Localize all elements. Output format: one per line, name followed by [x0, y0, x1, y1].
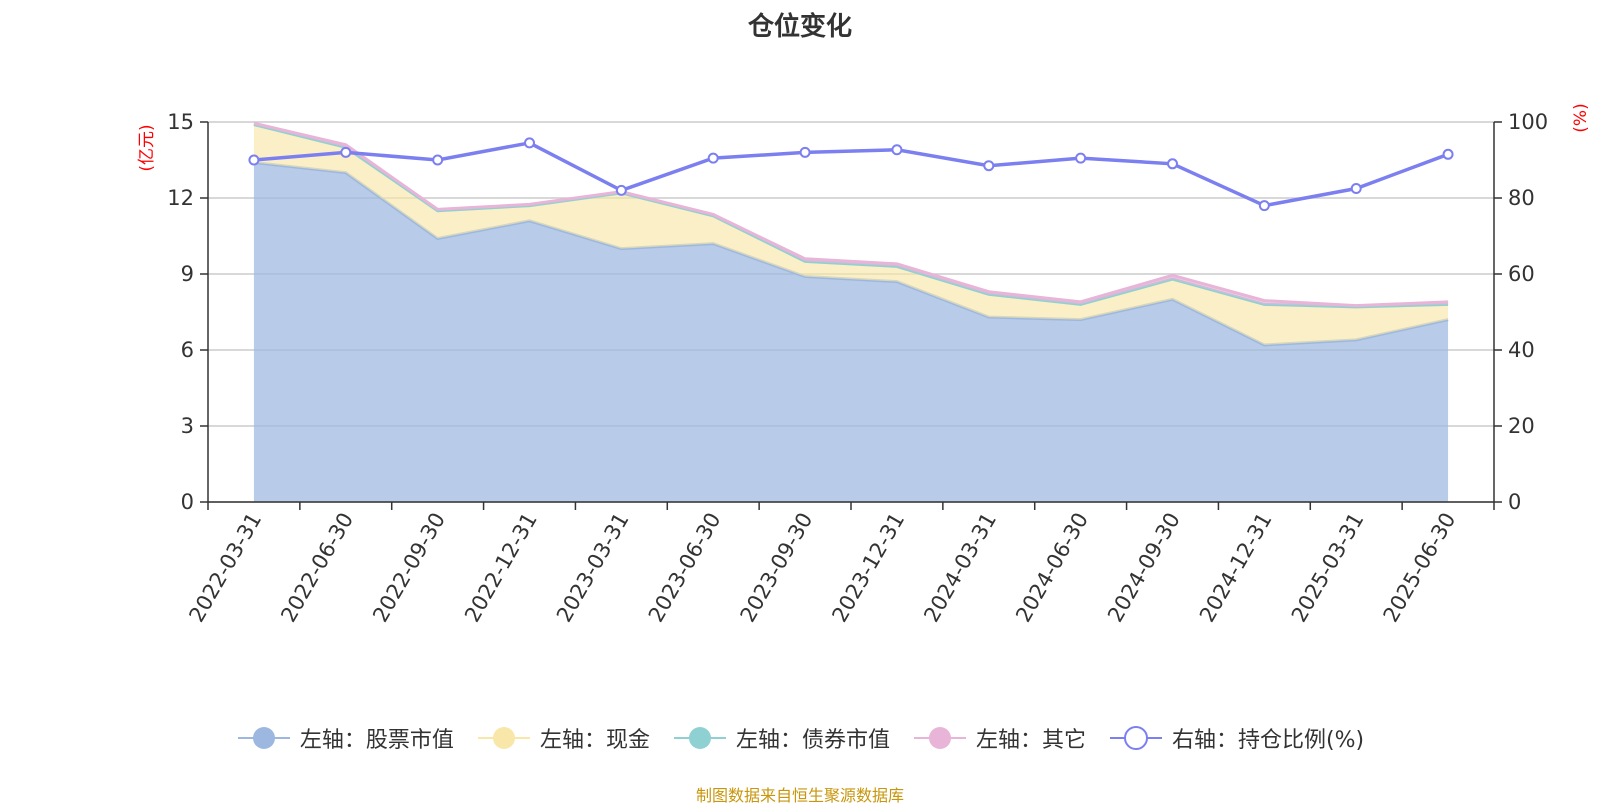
left-tick-label: 15: [167, 110, 194, 134]
legend-swatch: [237, 727, 290, 749]
legend-item[interactable]: 左轴：现金: [476, 722, 650, 754]
ratio-line: [253, 141, 1449, 208]
chart-title: 仓位变化: [747, 12, 852, 42]
ratio-point: [1075, 152, 1087, 164]
x-tick-label: 2024-09-30: [1103, 509, 1185, 627]
ratio-point: [1167, 158, 1178, 170]
legend-label: 左轴：股票市值: [299, 728, 454, 753]
ratio-point: [248, 154, 260, 166]
right-tick-label: 60: [1508, 262, 1535, 286]
legend-item[interactable]: 左轴：其它: [912, 722, 1086, 754]
x-tick-label: 2022-09-30: [368, 509, 450, 627]
area-line-series: [253, 121, 1449, 308]
left-tick-label: 9: [181, 262, 194, 286]
ratio-point: [1442, 148, 1454, 160]
left-tick-label: 3: [181, 414, 194, 438]
ratio-point: [524, 137, 535, 149]
right-axis-unit: (%): [1571, 103, 1591, 132]
legend-label: 右轴：持仓比例(%): [1171, 728, 1365, 753]
x-tick-label: 2024-12-31: [1195, 509, 1277, 627]
area-series: [253, 124, 1449, 345]
ratio-point: [432, 154, 444, 166]
x-tick-label: 2022-12-31: [460, 509, 542, 627]
x-tick-label: 2024-06-30: [1011, 509, 1093, 627]
legend: 左轴：股票市值 左轴：现金 左轴：债券市值 左轴：其它 右轴：持仓比例(%): [0, 722, 1600, 754]
x-tick-label: 2023-03-31: [552, 509, 634, 627]
legend-swatch: [1109, 726, 1162, 750]
legend-label: 左轴：现金: [539, 728, 650, 753]
legend-item[interactable]: 左轴：债券市值: [672, 722, 890, 754]
data-source-note: 制图数据来自恒生聚源数据库: [695, 786, 904, 805]
right-tick-label: 40: [1508, 338, 1535, 362]
x-tick-label: 2025-03-31: [1287, 509, 1369, 627]
ratio-point: [707, 152, 719, 164]
legend-label: 左轴：其它: [975, 728, 1086, 753]
ratio-point: [983, 160, 995, 172]
right-tick-label: 80: [1508, 186, 1535, 210]
right-tick-label: 100: [1508, 110, 1548, 134]
x-tick-label: 2022-03-31: [184, 509, 266, 627]
x-tick-label: 2024-03-31: [919, 509, 1001, 627]
x-tick-label: 2022-06-30: [276, 509, 358, 627]
ratio-point: [891, 144, 903, 156]
legend-item[interactable]: 右轴：持仓比例(%): [1108, 722, 1364, 754]
x-tick-label: 2023-06-30: [644, 509, 726, 627]
left-tick-label: 0: [181, 490, 194, 514]
x-tick-label: 2023-09-30: [736, 509, 818, 627]
legend-swatch: [913, 727, 966, 749]
ratio-point: [1258, 200, 1270, 212]
legend-label: 左轴：债券市值: [735, 728, 890, 753]
ratio-point: [615, 184, 627, 196]
legend-swatch: [477, 727, 530, 749]
ratio-point: [1350, 183, 1362, 194]
x-tick-label: 2023-12-31: [827, 509, 909, 627]
right-tick-label: 20: [1508, 414, 1535, 438]
x-tick-label: 2025-06-30: [1379, 509, 1461, 627]
area-series: [253, 162, 1449, 503]
left-tick-label: 6: [181, 338, 194, 362]
ratio-point: [799, 146, 811, 158]
ratio-point: [340, 146, 352, 158]
left-axis-unit: (亿元): [137, 124, 157, 171]
right-tick-label: 0: [1508, 490, 1521, 514]
left-tick-label: 12: [167, 186, 194, 210]
legend-swatch: [673, 727, 726, 749]
legend-item[interactable]: 左轴：股票市值: [236, 722, 454, 754]
